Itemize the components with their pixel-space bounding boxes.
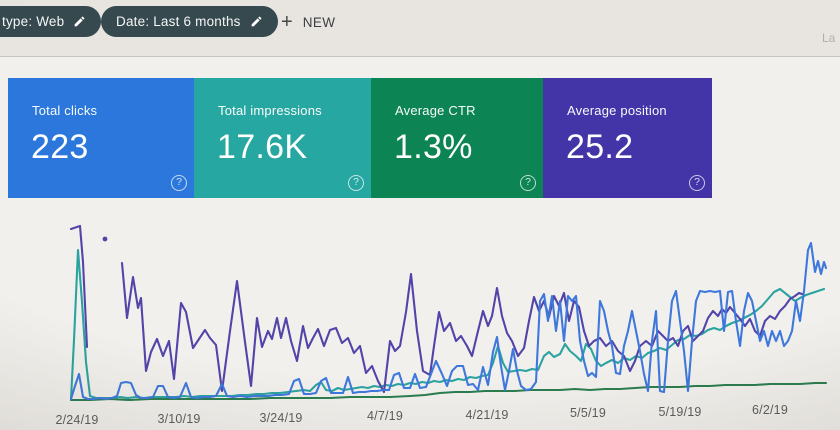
filter-chip-date-range[interactable]: Date: Last 6 months <box>101 6 278 37</box>
summary-card-average-position[interactable]: Average position 25.2 ? <box>543 78 712 198</box>
help-icon[interactable]: ? <box>689 175 705 191</box>
x-axis-label-1: 2/24/19 <box>55 413 99 427</box>
card-label: Average CTR <box>395 103 476 118</box>
filter-chip-date-range-label: Date: Last 6 months <box>116 14 241 29</box>
new-filter-button[interactable]: + NEW <box>281 8 335 36</box>
card-value: 25.2 <box>566 128 634 166</box>
card-value: 223 <box>31 128 89 166</box>
card-value: 1.3% <box>394 128 473 166</box>
toolbar: type: Web Date: Last 6 months + NEW La <box>0 0 840 56</box>
filter-chip-search-type[interactable]: type: Web <box>0 6 102 37</box>
filter-chip-search-type-label: type: Web <box>2 14 65 29</box>
card-label: Average position <box>567 103 667 118</box>
summary-card-total-clicks[interactable]: Total clicks 223 ? <box>8 78 194 198</box>
x-axis-label-3: 3/24/19 <box>259 411 303 425</box>
truncated-corner-text: La <box>822 31 836 45</box>
pencil-icon <box>251 16 262 27</box>
x-axis-label-5: 4/21/19 <box>465 408 509 422</box>
toolbar-divider <box>0 56 840 57</box>
x-axis-label-6: 5/5/19 <box>570 406 606 420</box>
x-axis-label-4: 4/7/19 <box>367 409 403 423</box>
summary-cards: Total clicks 223 ? Total impressions 17.… <box>8 78 712 198</box>
help-icon[interactable]: ? <box>348 175 364 191</box>
card-label: Total impressions <box>218 103 322 118</box>
pencil-icon <box>74 16 85 27</box>
plus-icon: + <box>281 11 293 33</box>
summary-card-total-impressions[interactable]: Total impressions 17.6K ? <box>194 78 371 198</box>
card-label: Total clicks <box>32 103 98 118</box>
help-icon[interactable]: ? <box>171 175 187 191</box>
summary-card-average-ctr[interactable]: Average CTR 1.3% ? <box>371 78 543 198</box>
x-axis-label-7: 5/19/19 <box>658 405 702 419</box>
help-icon[interactable]: ? <box>520 175 536 191</box>
new-filter-button-label: NEW <box>302 14 336 30</box>
card-value: 17.6K <box>217 128 308 166</box>
x-axis-label-8: 6/2/19 <box>752 403 788 417</box>
x-axis-label-2: 3/10/19 <box>157 412 201 426</box>
